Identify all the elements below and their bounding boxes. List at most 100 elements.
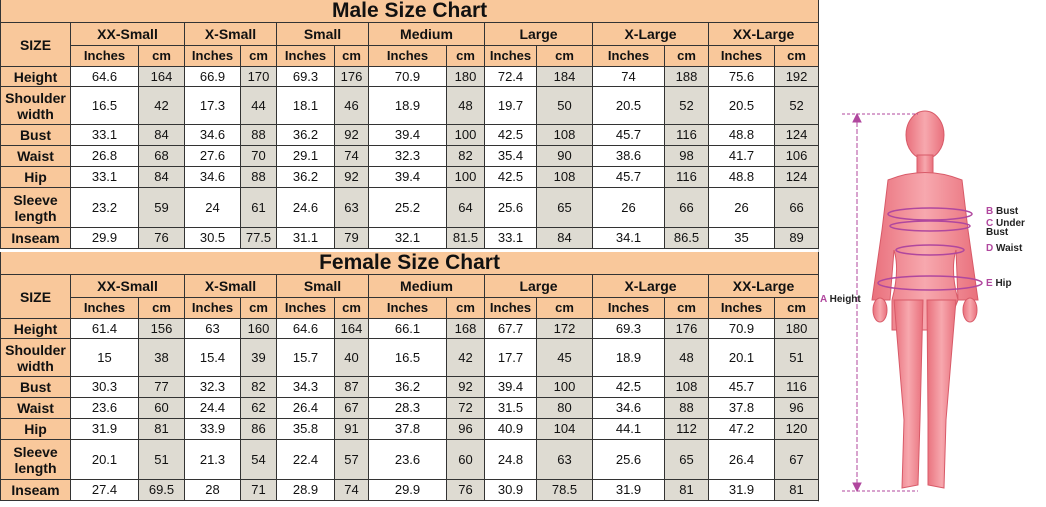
inch-value: 33.1 — [70, 124, 139, 146]
inch-value: 24.4 — [184, 397, 241, 419]
cm-value: 124 — [773, 124, 820, 146]
inch-value: 36.2 — [276, 166, 335, 188]
unit-label: Inches — [184, 45, 241, 67]
unit-label: Inches — [368, 45, 447, 67]
inch-value: 32.3 — [368, 145, 447, 167]
cm-value: 76 — [446, 479, 485, 501]
cm-value: 77 — [138, 376, 185, 398]
unit-label: Inches — [708, 297, 775, 319]
unit-label: cm — [334, 45, 369, 67]
size-name: XX-Large — [707, 22, 820, 46]
measure-label: Hip — [0, 418, 71, 440]
cm-value: 82 — [446, 145, 485, 167]
size-name: XX-Small — [70, 22, 185, 46]
figure-label: A Height — [820, 294, 880, 305]
measure-row: Bust 33.1 84 34.6 88 36.2 92 39.4 100 42.5 108 45.7… — [0, 124, 820, 146]
cm-value: 63 — [536, 439, 593, 480]
size-name: Large — [484, 22, 593, 46]
cm-value: 64 — [446, 187, 485, 228]
inch-value: 23.6 — [70, 397, 139, 419]
cm-value: 116 — [664, 124, 709, 146]
inch-value: 67.7 — [484, 318, 537, 339]
measure-row: Height 64.6 164 66.9 170 69.3 176 70.9 180 72.4 18… — [0, 66, 820, 87]
cm-value: 116 — [664, 166, 709, 188]
measure-row: Inseam 29.9 76 30.5 77.5 31.1 79 32.1 81.5 33.1 84… — [0, 227, 820, 249]
cm-value: 192 — [773, 66, 820, 87]
inch-value: 29.1 — [276, 145, 335, 167]
inch-value: 25.6 — [484, 187, 537, 228]
inch-value: 70.9 — [708, 318, 775, 339]
male-size-table: Male Size Chart SIZE XX-Small X-Small Small M… — [0, 0, 820, 249]
table-title: Female Size Chart — [0, 252, 820, 275]
cm-value: 88 — [240, 124, 277, 146]
inch-value: 17.7 — [484, 338, 537, 377]
measure-label: Bust — [0, 124, 71, 146]
size-label: SIZE — [0, 274, 71, 319]
inch-value: 18.9 — [592, 338, 665, 377]
inch-value: 36.2 — [276, 124, 335, 146]
inch-value: 64.6 — [70, 66, 139, 87]
inch-value: 66.9 — [184, 66, 241, 87]
cm-value: 86.5 — [664, 227, 709, 249]
figure-label: D Waist — [986, 244, 1031, 254]
inch-value: 32.1 — [368, 227, 447, 249]
cm-value: 81 — [138, 418, 185, 440]
inch-value: 34.6 — [592, 397, 665, 419]
inch-value: 26.4 — [708, 439, 775, 480]
cm-value: 44 — [240, 86, 277, 125]
label-letter: E — [986, 278, 993, 289]
cm-value: 40 — [334, 338, 369, 377]
inch-value: 20.1 — [70, 439, 139, 480]
unit-label: Inches — [592, 297, 665, 319]
label-letter: B — [986, 206, 994, 217]
unit-row: Inches cm Inches cm Inches cm Inches cm Inches cm… — [1, 297, 820, 319]
inch-value: 28.9 — [276, 479, 335, 501]
unit-label: cm — [664, 45, 709, 67]
inch-value: 39.4 — [368, 166, 447, 188]
inch-value: 19.7 — [484, 86, 537, 125]
inch-value: 35.4 — [484, 145, 537, 167]
cm-value: 65 — [536, 187, 593, 228]
cm-value: 96 — [773, 397, 820, 419]
inch-value: 35 — [708, 227, 775, 249]
cm-value: 51 — [773, 338, 820, 377]
cm-value: 74 — [334, 479, 369, 501]
cm-value: 69.5 — [138, 479, 185, 501]
inch-value: 20.1 — [708, 338, 775, 377]
cm-value: 100 — [446, 124, 485, 146]
measure-row: Waist 26.8 68 27.6 70 29.1 74 32.3 82 35.4 90 38.6 9… — [0, 145, 820, 167]
measure-label: Hip — [0, 166, 71, 188]
inch-value: 25.2 — [368, 187, 447, 228]
cm-value: 184 — [536, 66, 593, 87]
cm-value: 176 — [334, 66, 369, 87]
cm-value: 59 — [138, 187, 185, 228]
label-letter: A — [820, 294, 827, 305]
cm-value: 68 — [138, 145, 185, 167]
measure-label: Waist — [0, 397, 71, 419]
measure-label: Height — [0, 66, 71, 87]
inch-value: 27.6 — [184, 145, 241, 167]
unit-label: Inches — [70, 297, 139, 319]
cm-value: 50 — [536, 86, 593, 125]
size-name: XX-Large — [707, 274, 820, 298]
measure-label: Sleeve length — [0, 439, 71, 480]
table-title: Male Size Chart — [0, 0, 820, 23]
measure-row: Hip 31.9 81 33.9 86 35.8 91 37.8 96 40.9 104 44.1 11… — [0, 418, 820, 440]
cm-value: 164 — [334, 318, 369, 339]
cm-value: 156 — [138, 318, 185, 339]
cm-value: 188 — [664, 66, 709, 87]
inch-value: 41.7 — [708, 145, 775, 167]
unit-label: Inches — [276, 297, 335, 319]
cm-value: 72 — [446, 397, 485, 419]
inch-value: 44.1 — [592, 418, 665, 440]
label-text: Under Bust — [986, 218, 1025, 238]
inch-value: 33.1 — [484, 227, 537, 249]
inch-value: 72.4 — [484, 66, 537, 87]
unit-label: cm — [138, 45, 185, 67]
measure-label: Inseam — [0, 479, 71, 501]
cm-value: 84 — [138, 166, 185, 188]
inch-value: 34.6 — [184, 166, 241, 188]
inch-value: 29.9 — [70, 227, 139, 249]
unit-label: cm — [334, 297, 369, 319]
